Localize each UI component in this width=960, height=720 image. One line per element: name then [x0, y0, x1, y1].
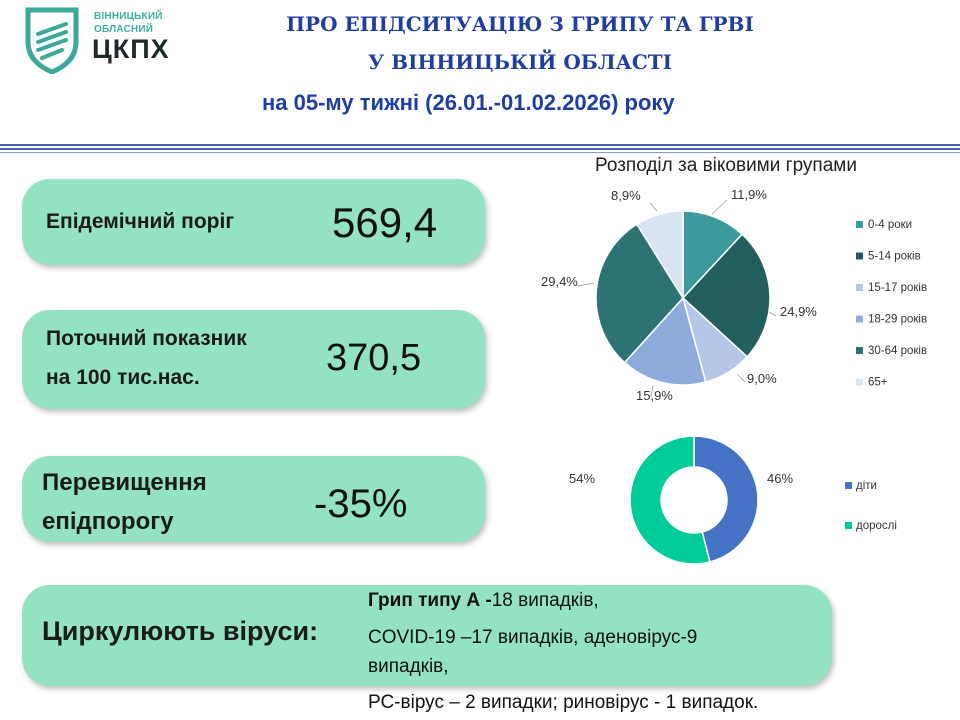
- viruses-card: [22, 585, 832, 686]
- pie-leader-line: [577, 282, 595, 287]
- donut-slice: [629, 435, 711, 565]
- page-subtitle: на 05-му тижні (26.01.-01.02.2026) року: [262, 90, 675, 115]
- logo-text-line1: ВІННИЦЬКИЙ: [94, 11, 163, 22]
- pie-leader-line: [768, 311, 777, 317]
- pie-data-label: 29,4%: [541, 274, 578, 289]
- excess-value: -35%: [314, 482, 408, 526]
- logo-text-main: ЦКПХ: [92, 34, 170, 64]
- excess-label-line1: Перевищення: [42, 469, 207, 496]
- pie-leader-line: [650, 384, 654, 398]
- excess-card: [22, 456, 485, 542]
- legend-swatch: [856, 378, 863, 386]
- pie-data-label: 8,9%: [611, 188, 641, 203]
- legend-label: 65+: [868, 377, 888, 389]
- pie-leader-line: [736, 373, 746, 383]
- pie-slice: [681, 233, 771, 358]
- divider: [0, 148, 960, 150]
- legend-swatch: [845, 482, 852, 489]
- threshold-value: 569,4: [332, 199, 438, 246]
- shield-icon: [25, 7, 79, 74]
- viruses-line4: РС-вірус – 2 випадки; риновірус - 1 випа…: [368, 692, 759, 713]
- logo: ВІННИЦЬКИЙ ОБЛАСНИЙ ЦКПХ: [22, 4, 182, 74]
- legend-swatch: [845, 522, 852, 529]
- donut-data-label: 46%: [767, 471, 793, 486]
- legend-swatch: [856, 315, 863, 323]
- viruses-line2: COVID-19 –17 випадків, аденовірус-9: [368, 627, 698, 648]
- pie-slice: [595, 223, 684, 364]
- legend-label: 5-14 років: [868, 251, 921, 263]
- viruses-label: Циркулюють віруси:: [42, 616, 319, 646]
- donut-slice: [693, 435, 759, 563]
- legend-label: 30-64 років: [868, 345, 927, 357]
- pie-data-label: 9,0%: [747, 371, 777, 386]
- pie-data-label: 15,9%: [636, 388, 673, 403]
- age-pie-title: Розподіл за віковими групами: [595, 155, 857, 176]
- pie-data-label: 24,9%: [780, 304, 817, 319]
- legend-swatch: [856, 221, 863, 228]
- divider: [0, 144, 960, 146]
- current-rate-label-line1: Поточний показник: [46, 327, 247, 350]
- legend-label: 18-29 років: [868, 314, 927, 326]
- legend-label: 0-4 роки: [868, 219, 912, 231]
- legend-swatch: [856, 284, 863, 291]
- viruses-line3: випадків,: [368, 656, 449, 677]
- current-rate-card: [22, 310, 485, 409]
- current-rate-value: 370,5: [326, 337, 422, 379]
- excess-label-line2: епідпорогу: [42, 508, 174, 535]
- legend-label: 15-17 років: [868, 282, 927, 294]
- page-title-line1: ПРО ЕПІДСИТУАЦІЮ З ГРИПУ ТА ГРВІ: [286, 12, 754, 36]
- pie-slice: [635, 210, 684, 301]
- viruses-line1-rest: 18 випадків,: [491, 590, 599, 611]
- legend-label: дорослі: [856, 520, 897, 532]
- divider: [0, 152, 960, 153]
- threshold-card: [22, 179, 485, 265]
- page-title-line2: У ВІННИЦЬКІЙ ОБЛАСТІ: [367, 50, 673, 74]
- pie-leader-line: [649, 202, 658, 212]
- legend-swatch: [856, 347, 863, 354]
- logo-text-line2: ОБЛАСНИЙ: [94, 24, 154, 35]
- viruses-line1-bold: Грип типу А -: [368, 590, 492, 611]
- legend-label: діти: [856, 480, 877, 492]
- pie-leader-line: [711, 199, 728, 215]
- pie-data-label: 11,9%: [731, 187, 767, 202]
- legend-swatch: [856, 252, 863, 260]
- donut-data-label: 54%: [569, 471, 595, 486]
- pie-slice: [682, 210, 744, 300]
- current-rate-label-line2: на 100 тис.нас.: [46, 366, 200, 389]
- pie-slice: [623, 296, 707, 386]
- threshold-label: Епідемічний поріг: [46, 210, 235, 233]
- viruses-line1: Грип типу А -18 випадків,: [368, 590, 599, 612]
